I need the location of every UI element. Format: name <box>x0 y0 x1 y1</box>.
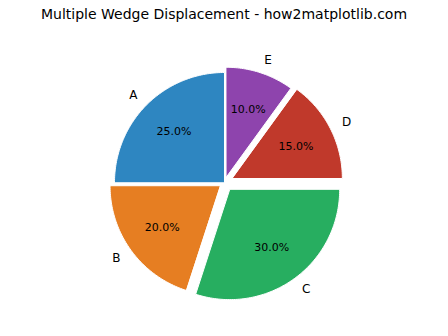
svg-text:25.0%: 25.0% <box>156 125 191 138</box>
svg-text:D: D <box>342 115 351 129</box>
svg-text:15.0%: 15.0% <box>279 140 314 153</box>
svg-text:10.0%: 10.0% <box>231 103 266 116</box>
svg-text:30.0%: 30.0% <box>254 241 289 254</box>
svg-text:E: E <box>264 53 272 67</box>
svg-text:A: A <box>129 88 138 102</box>
svg-text:20.0%: 20.0% <box>145 221 180 234</box>
svg-text:B: B <box>112 251 120 265</box>
svg-text:C: C <box>302 282 310 296</box>
html-text:Multiple Wedge Displacement -: Multiple Wedge Displacement - how2matplo… <box>41 6 407 22</box>
